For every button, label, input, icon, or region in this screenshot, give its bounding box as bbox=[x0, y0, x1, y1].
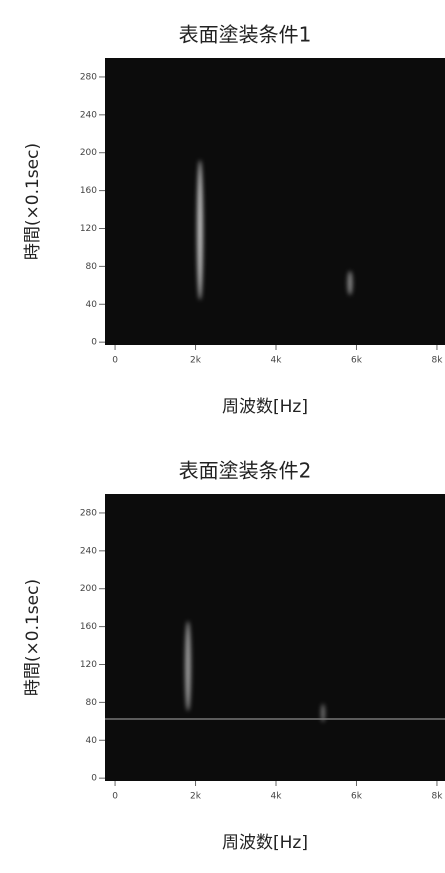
x-tick-label: 0 bbox=[112, 356, 118, 366]
x-tick-label: 4k bbox=[271, 792, 283, 802]
x-tick-label: 4k bbox=[271, 356, 283, 366]
streak bbox=[197, 160, 203, 300]
y-tick-label: 200 bbox=[80, 148, 97, 158]
y-tick-label: 160 bbox=[80, 622, 97, 632]
chart: 表面塗装条件1 周波数[Hz] 時間(×0.1sec) 0 40 80 120 160 200 2… bbox=[0, 0, 445, 436]
y-tick-label: 0 bbox=[91, 774, 97, 784]
chart-title: 表面塗装条件1 bbox=[179, 23, 312, 47]
y-tick-label: 280 bbox=[80, 508, 97, 518]
page: {"chart_data": [ {"type": "spectrogram",… bbox=[0, 0, 445, 873]
x-tick-label: 6k bbox=[351, 792, 363, 802]
x-tick-label: 2k bbox=[190, 792, 202, 802]
x-tick-label: 2k bbox=[190, 356, 202, 366]
plot-background bbox=[105, 58, 445, 345]
y-tick-label: 0 bbox=[91, 338, 97, 348]
x-tick-label: 6k bbox=[351, 356, 363, 366]
x-tick-label: 8k bbox=[431, 792, 443, 802]
y-axis-label: 時間(×0.1sec) bbox=[23, 143, 43, 260]
y-tick-label: 280 bbox=[80, 72, 97, 82]
plot-background bbox=[105, 494, 445, 781]
x-axis-label: 周波数[Hz] bbox=[222, 833, 308, 853]
y-tick-label: 240 bbox=[80, 546, 97, 556]
streak bbox=[185, 621, 191, 711]
y-tick-label: 40 bbox=[86, 736, 98, 746]
y-tick-label: 160 bbox=[80, 186, 97, 196]
y-tick-label: 80 bbox=[86, 262, 98, 272]
y-tick-label: 200 bbox=[80, 584, 97, 594]
y-axis-label: 時間(×0.1sec) bbox=[23, 579, 43, 696]
y-tick-label: 120 bbox=[80, 224, 97, 234]
y-tick-label: 40 bbox=[86, 300, 98, 310]
chart: 表面塗装条件2 周波数[Hz] 時間(×0.1sec) 0 40 80 120 160 200 2… bbox=[0, 436, 445, 873]
y-tick-label: 80 bbox=[86, 698, 98, 708]
y-tick-label: 240 bbox=[80, 110, 97, 120]
streak bbox=[348, 271, 353, 295]
chart-title: 表面塗装条件2 bbox=[179, 459, 312, 483]
x-tick-label: 0 bbox=[112, 792, 118, 802]
y-tick-label: 120 bbox=[80, 660, 97, 670]
x-axis-label: 周波数[Hz] bbox=[222, 397, 308, 417]
x-tick-label: 8k bbox=[431, 356, 443, 366]
